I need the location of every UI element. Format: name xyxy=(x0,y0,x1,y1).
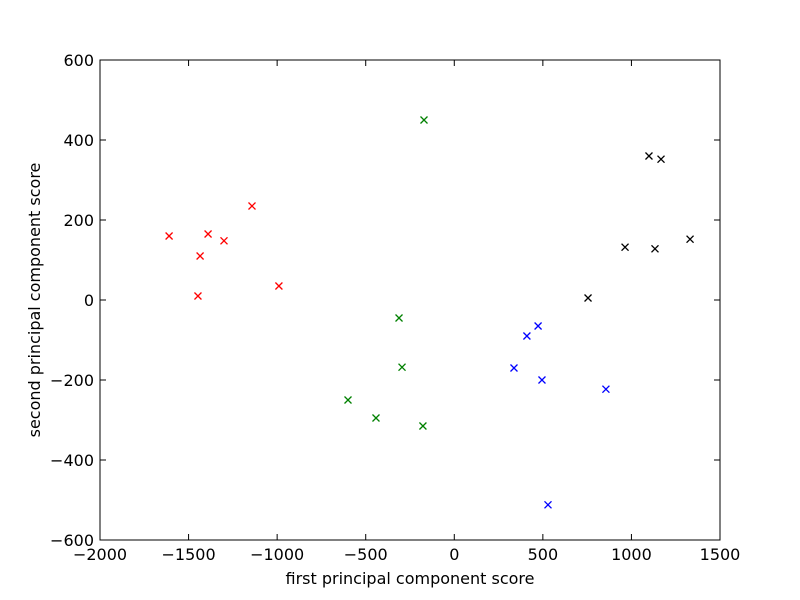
scatter-point xyxy=(220,236,228,245)
x-tick-label: 0 xyxy=(449,545,459,564)
x-tick-label: 1000 xyxy=(611,545,652,564)
y-tick-label: −400 xyxy=(50,451,94,470)
scatter-point xyxy=(248,202,256,210)
scatter-point xyxy=(538,376,546,384)
y-tick-label: 200 xyxy=(63,211,94,230)
scatter-point xyxy=(165,232,174,240)
x-tick-label: 500 xyxy=(528,545,559,564)
scatter-point xyxy=(420,116,428,124)
y-tick-label: −200 xyxy=(50,371,94,390)
scatter-point xyxy=(398,363,406,372)
x-tick-label: −1000 xyxy=(250,545,304,564)
scatter-point xyxy=(657,155,665,164)
scatter-point xyxy=(418,422,427,430)
y-tick-label: −600 xyxy=(50,531,94,550)
scatter-point xyxy=(344,396,352,404)
scatter-point xyxy=(204,230,213,238)
scatter-point xyxy=(274,282,283,290)
scatter-point xyxy=(372,414,380,422)
scatter-point xyxy=(534,322,543,330)
x-tick-label: −1500 xyxy=(162,545,216,564)
x-axis-label: first principal component score xyxy=(286,569,535,588)
scatter-point xyxy=(194,292,202,300)
y-axis-label: second principal component score xyxy=(25,163,44,438)
scatter-point xyxy=(645,152,653,160)
x-tick-label: −2000 xyxy=(73,545,127,564)
scatter-point xyxy=(686,235,695,244)
scatter-point xyxy=(601,385,610,394)
scatter-point xyxy=(395,314,403,322)
scatter-point xyxy=(621,243,630,252)
scatter-point xyxy=(522,332,531,340)
scatter-point xyxy=(544,500,552,509)
scatter-point xyxy=(584,294,592,302)
scatter-point xyxy=(510,364,518,372)
y-tick-label: 400 xyxy=(63,131,94,150)
scatter-point xyxy=(651,244,659,253)
scatter-point xyxy=(196,252,205,260)
x-tick-label: 1500 xyxy=(700,545,741,564)
x-tick-label: −500 xyxy=(344,545,388,564)
y-tick-label: 600 xyxy=(63,51,94,70)
y-tick-label: 0 xyxy=(84,291,94,310)
